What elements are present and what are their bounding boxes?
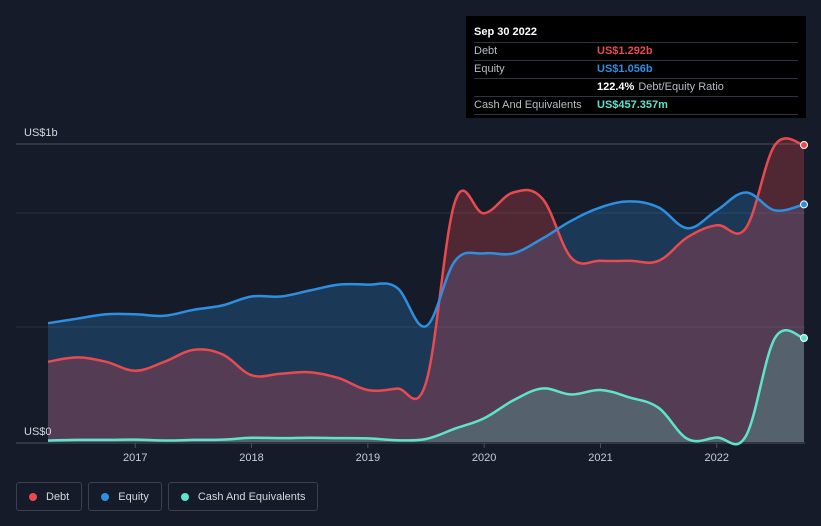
tooltip-row-ratio: 122.4% Debt/Equity Ratio: [474, 78, 798, 96]
tooltip-debt-value: US$1.292b: [597, 45, 653, 57]
series-endpoints: [800, 141, 808, 343]
tooltip-ratio-label: Debt/Equity Ratio: [638, 81, 724, 93]
equity-endpoint: [800, 200, 808, 209]
series-areas: [48, 138, 804, 445]
legend-label-debt: Debt: [46, 490, 70, 503]
legend-item-cash[interactable]: Cash And Equivalents: [167, 482, 319, 511]
x-tick-label: 2018: [239, 452, 263, 464]
legend-item-equity[interactable]: Equity: [88, 482, 162, 511]
tooltip-cash-value: US$457.357m: [597, 99, 668, 111]
x-tick-label: 2022: [705, 452, 729, 464]
legend-dot-equity: [101, 492, 110, 501]
tooltip-row-debt: Debt US$1.292b: [474, 42, 798, 60]
cash-area: [48, 330, 804, 445]
series-lines: [47, 137, 805, 446]
cash-line: [47, 329, 805, 446]
tooltip-cash-label: Cash And Equivalents: [474, 99, 582, 111]
equity-area: [48, 192, 804, 442]
legend-label-cash: Cash And Equivalents: [197, 490, 306, 503]
tooltip-ratio-value: 122.4%: [597, 81, 635, 93]
tooltip-equity-label: Equity: [474, 63, 505, 75]
x-axis-ticks: 2017 2018 2019 2020 2021 2022: [123, 443, 729, 464]
debt-line: [47, 137, 805, 401]
x-tick-label: 2017: [123, 452, 147, 464]
tooltip-equity-value: US$1.056b: [597, 63, 653, 75]
cash-endpoint: [800, 334, 808, 343]
tooltip-row-equity: Equity US$1.056b: [474, 60, 798, 78]
legend-dot-cash: [180, 492, 189, 501]
tooltip-date: Sep 30 2022: [474, 26, 537, 38]
tooltip-row-cash: Cash And Equivalents US$457.357m: [474, 96, 798, 115]
x-tick-label: 2020: [472, 452, 496, 464]
grid-lines: [16, 143, 805, 444]
y-axis-bottom-label: US$0: [24, 426, 52, 438]
legend-label-equity: Equity: [118, 490, 149, 503]
chart-legend: Debt Equity Cash And Equivalents: [16, 482, 319, 511]
y-axis-top-label: US$1b: [24, 127, 58, 139]
debt-endpoint: [800, 141, 808, 149]
legend-item-debt[interactable]: Debt: [16, 482, 83, 511]
debt-area: [48, 138, 804, 443]
x-tick-label: 2021: [588, 452, 612, 464]
equity-line: [47, 191, 805, 328]
tooltip-panel: Sep 30 2022 Debt US$1.292b Equity US$1.0…: [466, 16, 806, 118]
tooltip-debt-label: Debt: [474, 45, 498, 57]
legend-dot-debt: [29, 492, 37, 501]
x-tick-label: 2019: [356, 452, 380, 464]
